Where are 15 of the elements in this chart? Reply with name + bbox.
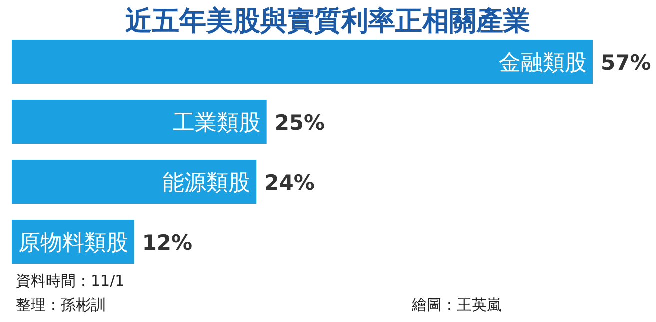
annotation: 資料時間：11/1 — [16, 272, 125, 290]
bar — [12, 100, 267, 144]
y-tick-label: 原物料類股 — [18, 231, 128, 256]
chart-title: 近五年美股與實質利率正相關產業 — [126, 6, 530, 37]
text: 繪圖：王英嵐 — [411, 296, 502, 314]
y-tick-label: 能源類股 — [162, 171, 251, 196]
data-label: 12% — [142, 231, 193, 255]
bar — [12, 40, 593, 84]
y-tick-label: 金融類股 — [499, 51, 587, 76]
y-tick-label: 工業類股 — [172, 111, 261, 136]
text: 整理：孫彬訓 — [16, 296, 106, 314]
data-label: 57% — [601, 51, 652, 75]
data-label: 24% — [264, 171, 315, 195]
data-label: 25% — [274, 111, 326, 135]
bar — [12, 160, 257, 204]
